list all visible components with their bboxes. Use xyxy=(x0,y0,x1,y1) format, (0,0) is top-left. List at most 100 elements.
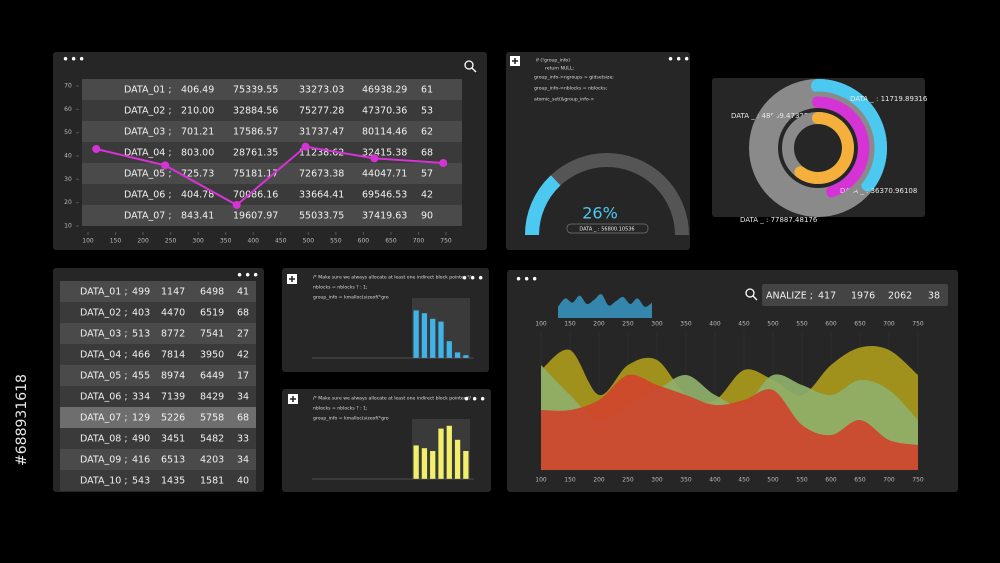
analize-value: 1976 xyxy=(851,291,875,302)
table-cell: DATA_03 ; xyxy=(124,127,172,138)
menu-dots[interactable]: ••• xyxy=(515,273,539,287)
x-tick-label: 650 xyxy=(854,321,866,328)
x-tick-label: 100 xyxy=(82,238,94,245)
table-cell: 72673.38 xyxy=(299,169,344,180)
x-tick-label: 700 xyxy=(883,321,895,328)
table-cell: 8974 xyxy=(161,371,185,382)
table-cell: 6449 xyxy=(200,371,224,382)
add-icon[interactable] xyxy=(510,56,520,66)
line xyxy=(96,145,444,207)
x-tick-label: 450 xyxy=(738,321,750,328)
bar xyxy=(430,318,436,358)
x-tick-label: 750 xyxy=(912,477,924,484)
table-cell: 404.78 xyxy=(181,190,214,201)
bar xyxy=(463,451,469,479)
point xyxy=(232,201,241,209)
table-cell: 4470 xyxy=(161,308,185,319)
table-cell: 5226 xyxy=(161,413,185,424)
table-cell: 803.00 xyxy=(181,148,214,159)
table-cell: 42 xyxy=(237,350,249,361)
table-cell: 34 xyxy=(237,455,249,466)
gauge-value xyxy=(525,175,561,236)
bar xyxy=(438,321,444,358)
code-line: nblocks = nblocks ? : 1; xyxy=(313,406,368,412)
table-cell: 37419.63 xyxy=(362,211,407,222)
x-tick-label: 750 xyxy=(912,321,924,328)
x-tick-label: 150 xyxy=(564,321,576,328)
table-cell: DATA_07 ; xyxy=(80,413,128,424)
x-tick-label: 550 xyxy=(796,477,808,484)
table-row xyxy=(82,205,462,226)
table-row xyxy=(60,344,256,365)
table-cell: 701.21 xyxy=(181,127,214,138)
table-cell: 210.00 xyxy=(181,106,214,117)
analize-value: 38 xyxy=(928,291,940,302)
x-tick-label: 600 xyxy=(825,321,837,328)
code-line: /* Make sure we always allocate at least… xyxy=(313,275,471,281)
analize-label: ANALIZE ; xyxy=(766,291,813,302)
analize-value: 417 xyxy=(818,291,836,302)
code-line: group_info = kmalloc(sizeof(*gro xyxy=(313,295,389,301)
point xyxy=(439,159,448,167)
table-cell: 416 xyxy=(132,455,150,466)
add-icon[interactable] xyxy=(287,274,297,284)
table-row xyxy=(82,184,462,205)
table-cell: 75339.55 xyxy=(233,85,278,96)
code-line: group_info->ngroups = gidsetsize; xyxy=(534,75,614,81)
table-cell: DATA_06 ; xyxy=(80,392,128,403)
table-cell: 455 xyxy=(132,371,150,382)
analize-value: 2062 xyxy=(888,291,912,302)
table-cell: 1435 xyxy=(161,476,185,487)
caption-box xyxy=(566,223,649,234)
table-cell: 57 xyxy=(421,169,433,180)
add-icon[interactable] xyxy=(288,394,298,404)
table-cell: 1581 xyxy=(200,476,224,487)
table-cell: DATA_02 ; xyxy=(80,308,128,319)
table-cell: 28761.35 xyxy=(233,148,278,159)
menu-dots[interactable]: ••• xyxy=(236,269,260,283)
table-cell: 33664.41 xyxy=(299,190,344,201)
table-cell: DATA_02 ; xyxy=(124,106,172,117)
table-cell: 27 xyxy=(237,329,249,340)
table-cell: DATA_10 ; xyxy=(80,476,128,487)
search-icon[interactable] xyxy=(745,288,758,301)
x-tick-label: 200 xyxy=(593,321,605,328)
table-cell: 6498 xyxy=(200,287,224,298)
code-line: return NULL; xyxy=(545,66,574,72)
table-cell: 32884.56 xyxy=(233,106,278,117)
code-line: group_info = kmalloc(sizeof(*gro xyxy=(313,416,389,422)
point xyxy=(301,142,310,151)
watermark-id: #688931618 xyxy=(14,374,30,466)
bar xyxy=(438,428,444,479)
table-cell: 33273.03 xyxy=(299,85,344,96)
table-cell: DATA_06 ; xyxy=(124,190,172,201)
search-icon[interactable] xyxy=(464,60,477,73)
menu-dots[interactable]: ••• xyxy=(62,53,86,67)
menu-dots[interactable]: ••• xyxy=(461,272,485,286)
table-cell: 725.73 xyxy=(181,169,214,180)
table-row xyxy=(60,323,256,344)
table-cell: 32415.38 xyxy=(362,148,407,159)
x-tick-label: 700 xyxy=(413,238,425,245)
table-cell: 490 xyxy=(132,434,150,445)
table-cell: 55033.75 xyxy=(299,211,344,222)
x-tick-label: 350 xyxy=(220,238,232,245)
x-tick-label: 300 xyxy=(651,477,663,484)
ring-arc xyxy=(794,112,854,184)
y-tick-label: 10 xyxy=(64,223,72,230)
table-cell: 17586.57 xyxy=(233,127,278,138)
table-cell: 6519 xyxy=(200,308,224,319)
table-row xyxy=(60,449,256,470)
table-cell: 403 xyxy=(132,308,150,319)
x-tick-label: 300 xyxy=(192,238,204,245)
table-row xyxy=(60,302,256,323)
x-tick-label: 150 xyxy=(564,477,576,484)
menu-dots[interactable]: ••• xyxy=(667,53,691,67)
table-cell: 843.41 xyxy=(181,211,214,222)
table-cell: 5482 xyxy=(200,434,224,445)
table-row xyxy=(82,121,462,142)
menu-dots[interactable]: ••• xyxy=(463,393,487,407)
ring-arc xyxy=(761,91,875,205)
x-tick-label: 600 xyxy=(358,238,370,245)
